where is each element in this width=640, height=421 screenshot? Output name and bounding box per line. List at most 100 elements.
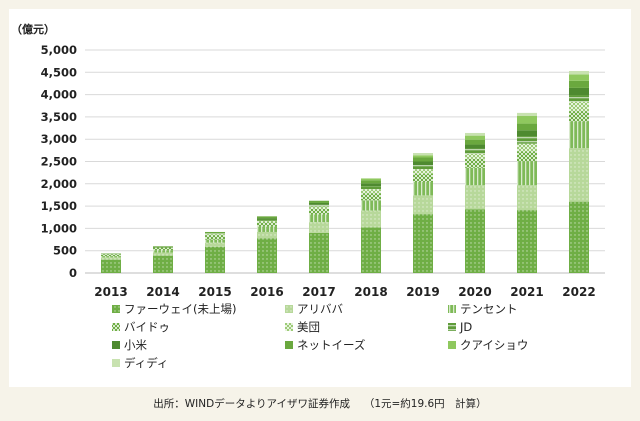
bar-segment [309,214,329,223]
bar-segment [153,252,173,256]
legend-label: JD [459,320,472,334]
bar-segment [309,222,329,233]
bar-segment [205,242,225,247]
bar-segment [361,200,381,211]
x-tick-label: 2018 [354,285,387,299]
y-tick-label: 500 [53,244,77,258]
bar-segment [569,74,589,81]
bar-segment [257,226,277,232]
bar-segment [153,250,173,253]
bar-segment [517,143,537,152]
bar-segment [517,130,537,137]
x-axis: 2013 2014 2015 2016 2017 2018 2019 2020 2021 2022 [94,285,595,299]
bar-segment [465,167,485,186]
bar-segment [569,80,589,88]
bar-segment [413,214,433,273]
bar-segment [309,204,329,207]
bar-segment [361,178,381,181]
bar-segment [517,151,537,162]
bar-segment [361,180,381,184]
legend-swatch [112,305,120,313]
bar-segment [413,182,433,196]
bar-segment [153,246,173,247]
legend-swatch [285,305,293,313]
bar-segment [413,161,433,166]
legend-swatch [112,323,120,331]
x-tick-label: 2019 [406,285,439,299]
y-tick-label: 1,500 [41,199,77,213]
bar-segment [517,185,537,211]
bar-segment [309,202,329,205]
legend-label: 小米 [124,338,147,352]
bar-segment [569,201,589,273]
legend-swatch [448,341,456,349]
y-tick-label: 5,000 [41,43,77,57]
bar-segment [569,95,589,102]
bar-segment [257,231,277,239]
bar-segment [309,206,329,209]
bar-segment [361,186,381,190]
bar-segment [517,136,537,144]
bar-segment [153,247,173,251]
y-tick-label: 2,000 [41,177,77,191]
bar-segment [101,257,121,260]
legend-swatch [448,323,456,331]
bar-segment [465,144,485,149]
bar-segment [413,169,433,174]
bar-segment [257,222,277,227]
legend-label: バイドゥ [124,320,170,334]
bar-segment [465,139,485,145]
legend-swatch [285,341,293,349]
bar-segment [413,165,433,170]
bar-segment [413,173,433,183]
bar-segment [569,121,589,149]
y-axis-unit: （億元） [11,22,55,36]
bar-segment [465,135,485,140]
bar-segment [309,200,329,203]
bar-segment [569,101,589,112]
x-tick-label: 2021 [510,285,543,299]
legend-label: クアイショウ [460,338,528,352]
x-tick-label: 2020 [458,285,491,299]
bar-segment [465,209,485,273]
bar-segment [205,233,225,235]
bar-segment [517,112,537,117]
bar-segment [569,111,589,122]
bar-segment [205,235,225,240]
bar-segment [361,189,381,194]
bar-segment [517,116,537,124]
legend-label: テンセント [460,302,518,316]
legend-label: ディディ [124,356,168,370]
bar-segment [205,246,225,273]
bar-segment [257,238,277,273]
legend-label: 美団 [297,320,320,334]
y-tick-label: 0 [69,266,77,280]
bar-segment [257,218,277,220]
bar-segment [205,239,225,243]
bar-segment [569,70,589,75]
bar-segment [517,123,537,131]
bar-segment [413,155,433,158]
source-note: 出所：WINDデータよりアイザワ証券作成 （1元=約19.6円 計算） [153,398,487,410]
bar-segment [413,157,433,162]
bar-segment [309,208,329,215]
bar-segment [361,227,381,273]
y-axis: 0 500 1,000 1,500 2,000 2,500 3,000 3,500 4,000 4… [41,43,77,280]
bar-segment [153,246,173,248]
x-tick-label: 2016 [250,285,283,299]
bar-segment [257,219,277,221]
bar-segment [413,153,433,156]
y-tick-label: 4,500 [41,65,77,79]
bar-segment [465,148,485,154]
bar-segment [465,185,485,210]
y-tick-label: 3,000 [41,132,77,146]
bar-segment [101,254,121,257]
legend-label: アリババ [297,302,343,316]
y-tick-label: 2,500 [41,155,77,169]
bar-segment [309,232,329,273]
bars [101,70,589,273]
legend-swatch [448,305,456,313]
x-tick-label: 2014 [146,285,179,299]
bar-segment [361,210,381,228]
